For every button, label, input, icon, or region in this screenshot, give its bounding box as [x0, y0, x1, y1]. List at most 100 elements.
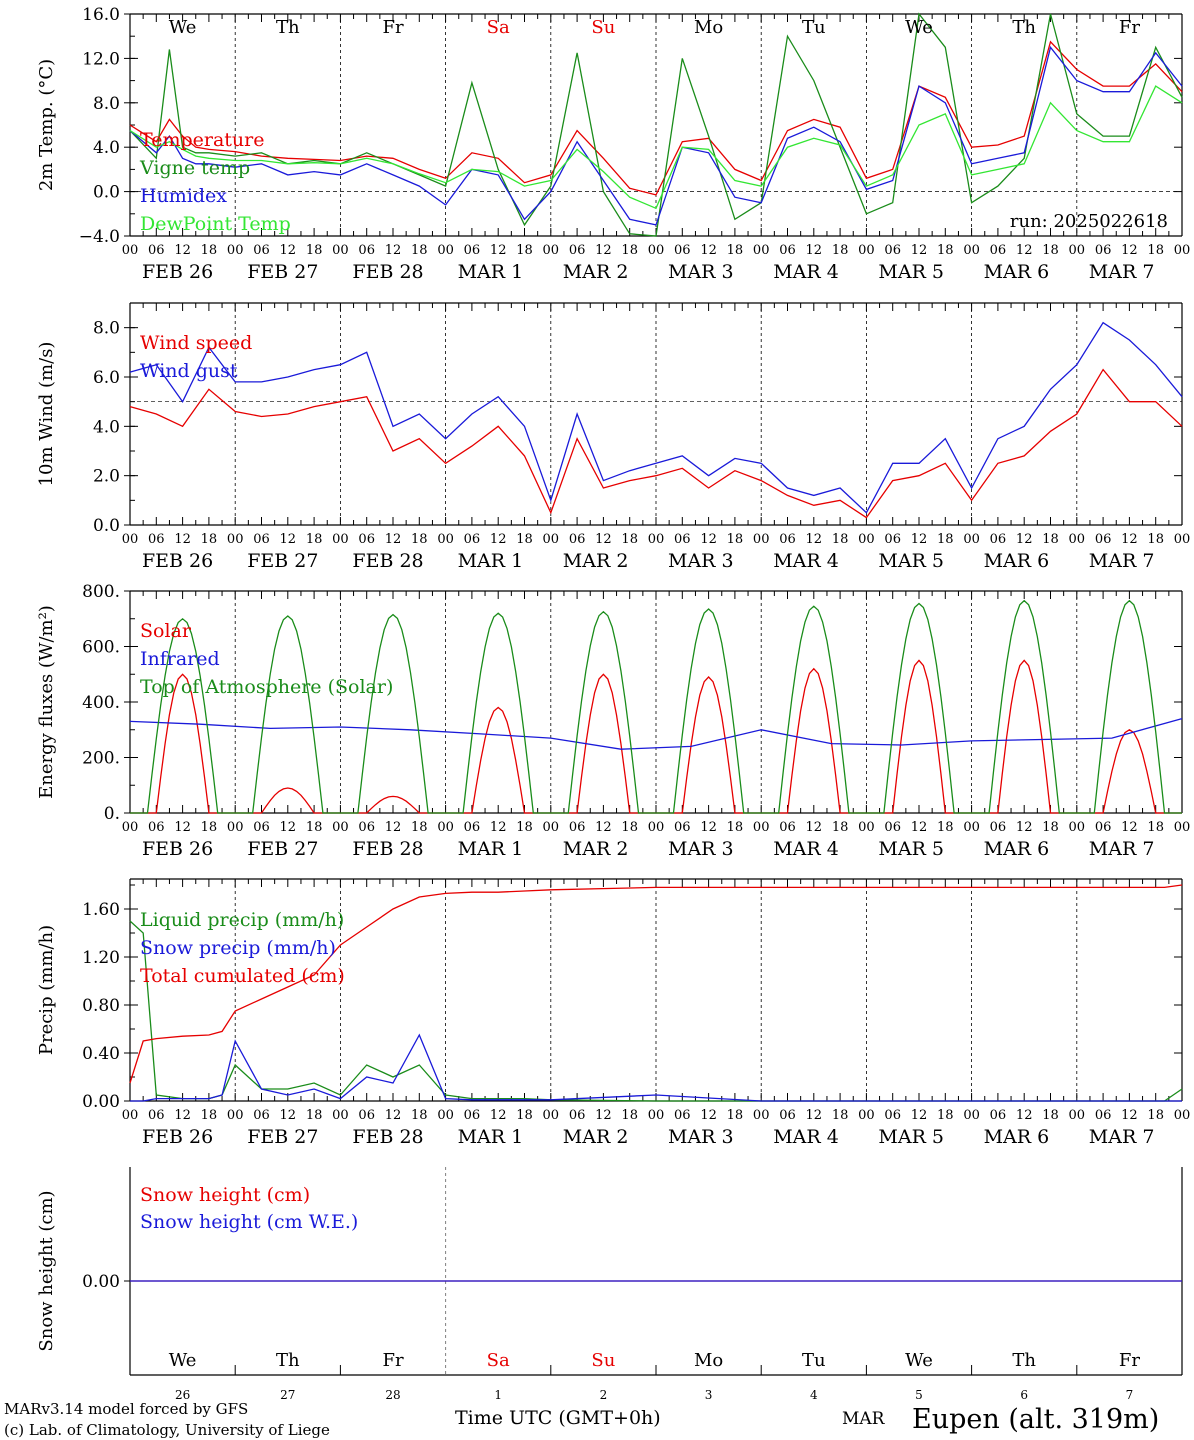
hour-tick-label: 18 — [621, 820, 638, 835]
hour-tick-label: 18 — [621, 532, 638, 547]
day-number-label: 7 — [1126, 1388, 1134, 1402]
hour-tick-label: 12 — [490, 243, 507, 258]
hour-tick-label: 00 — [437, 243, 454, 258]
legend-entry: Snow height (cm W.E.) — [140, 1211, 358, 1233]
hour-tick-label: 06 — [1095, 820, 1112, 835]
hour-tick-label: 12 — [490, 532, 507, 547]
day-of-week-label: We — [169, 17, 197, 38]
month-label: MAR — [842, 1409, 886, 1429]
hour-tick-label: 12 — [1016, 820, 1033, 835]
hour-tick-label: 18 — [1042, 532, 1059, 547]
hour-tick-label: 06 — [569, 532, 586, 547]
hour-tick-label: 18 — [516, 820, 533, 835]
series-temperature — [129, 40, 1183, 196]
hour-tick-label: 12 — [595, 243, 612, 258]
y-axis-label: 10m Wind (m/s) — [36, 342, 57, 487]
hour-tick-label: 06 — [464, 532, 481, 547]
series-infrared — [129, 717, 1183, 750]
hour-tick-label: 00 — [543, 243, 560, 258]
hour-tick-label: 00 — [648, 243, 665, 258]
hour-tick-label: 06 — [1095, 532, 1112, 547]
panel-2: 00 06 12 18 00 06 12 18 00 06 12 18 00 06 12 18 00 06 12 18… — [36, 302, 1190, 572]
day-number-label: 27 — [280, 1388, 295, 1402]
hour-tick-label: 18 — [516, 1108, 533, 1123]
legend-entry: Temperature — [140, 129, 264, 151]
hour-tick-label: 00 — [122, 820, 139, 835]
y-tick-label: 2.0 — [93, 467, 120, 487]
date-label: MAR 6 — [984, 550, 1050, 572]
y-tick-label: 0.0 — [93, 183, 120, 203]
date-label: MAR 2 — [563, 261, 629, 283]
hour-tick-label: 06 — [674, 532, 691, 547]
hour-tick-label: 06 — [1095, 243, 1112, 258]
hour-tick-label: 18 — [306, 820, 323, 835]
legend-entry: Snow height (cm) — [140, 1184, 310, 1206]
hour-tick-label: 06 — [253, 532, 270, 547]
y-tick-label: 0.00 — [82, 1092, 120, 1112]
series-wind-speed — [129, 368, 1183, 519]
hour-tick-label: 06 — [990, 243, 1007, 258]
date-label: FEB 26 — [142, 550, 213, 572]
series-total-cumulated-cm- — [129, 884, 1183, 1084]
hour-tick-label: 12 — [1016, 243, 1033, 258]
hour-tick-label: 06 — [148, 1108, 165, 1123]
hour-tick-label: 18 — [832, 243, 849, 258]
date-label: FEB 27 — [247, 1126, 318, 1148]
legend-entry: Solar — [140, 620, 192, 642]
day-number-label: 5 — [915, 1388, 923, 1402]
date-label: MAR 7 — [1089, 1126, 1155, 1148]
panel-1: 00 06 12 18 00 06 12 18 00 06 12 18 00 06 12 18 00 06 12 18… — [36, 5, 1190, 283]
hour-tick-label: 00 — [753, 243, 770, 258]
time-axis-label: Time UTC (GMT+0h) — [455, 1407, 661, 1429]
date-label: MAR 3 — [668, 1126, 734, 1148]
hour-tick-label: 18 — [937, 820, 954, 835]
date-label: MAR 4 — [773, 550, 839, 572]
hour-tick-label: 00 — [1069, 532, 1086, 547]
day-number-label: 3 — [705, 1388, 713, 1402]
hour-tick-label: 12 — [700, 820, 717, 835]
day-of-week-label: Th — [276, 17, 300, 38]
run-annotation: run: 2025022618 — [1010, 211, 1168, 232]
hour-tick-label: 06 — [358, 532, 375, 547]
y-axis-label: Precip (mm/h) — [36, 925, 57, 1055]
hour-tick-label: 12 — [911, 243, 928, 258]
hour-tick-label: 06 — [990, 820, 1007, 835]
hour-tick-label: 00 — [122, 532, 139, 547]
legend-entry: Snow precip (mm/h) — [140, 937, 336, 959]
y-axis-label: 2m Temp. (°C) — [36, 59, 57, 191]
hour-tick-label: 06 — [148, 243, 165, 258]
hour-tick-label: 06 — [358, 1108, 375, 1123]
date-label: FEB 28 — [352, 550, 423, 572]
hour-tick-label: 00 — [543, 1108, 560, 1123]
hour-tick-label: 12 — [1121, 532, 1138, 547]
hour-tick-label: 12 — [911, 820, 928, 835]
hour-tick-label: 06 — [569, 243, 586, 258]
hour-tick-label: 06 — [148, 532, 165, 547]
date-label: MAR 2 — [563, 550, 629, 572]
hour-tick-label: 12 — [280, 532, 297, 547]
legend-entry: Wind gust — [140, 360, 238, 382]
date-label: FEB 27 — [247, 261, 318, 283]
hour-tick-label: 18 — [516, 532, 533, 547]
y-tick-label: 4.0 — [93, 417, 120, 437]
date-label: MAR 6 — [984, 838, 1050, 860]
legend-entry: Liquid precip (mm/h) — [140, 909, 344, 931]
hour-tick-label: 00 — [1069, 820, 1086, 835]
y-tick-label: 4.0 — [93, 138, 120, 158]
panel-5: 0.00 Snow height (cm) Snow height (cm) Snow… — [36, 1167, 1183, 1402]
hour-tick-label: 00 — [963, 820, 980, 835]
date-label: MAR 5 — [878, 261, 944, 283]
hour-tick-label: 18 — [1147, 1108, 1164, 1123]
date-label: MAR 1 — [458, 838, 524, 860]
hour-tick-label: 12 — [385, 243, 402, 258]
hour-tick-label: 18 — [306, 1108, 323, 1123]
hour-tick-label: 06 — [569, 820, 586, 835]
date-label: MAR 1 — [458, 550, 524, 572]
y-tick-label: 600. — [82, 638, 120, 658]
hour-tick-label: 00 — [227, 243, 244, 258]
hour-tick-label: 12 — [490, 1108, 507, 1123]
date-label: MAR 3 — [668, 838, 734, 860]
day-number-label: 2 — [600, 1388, 608, 1402]
date-label: FEB 28 — [352, 1126, 423, 1148]
